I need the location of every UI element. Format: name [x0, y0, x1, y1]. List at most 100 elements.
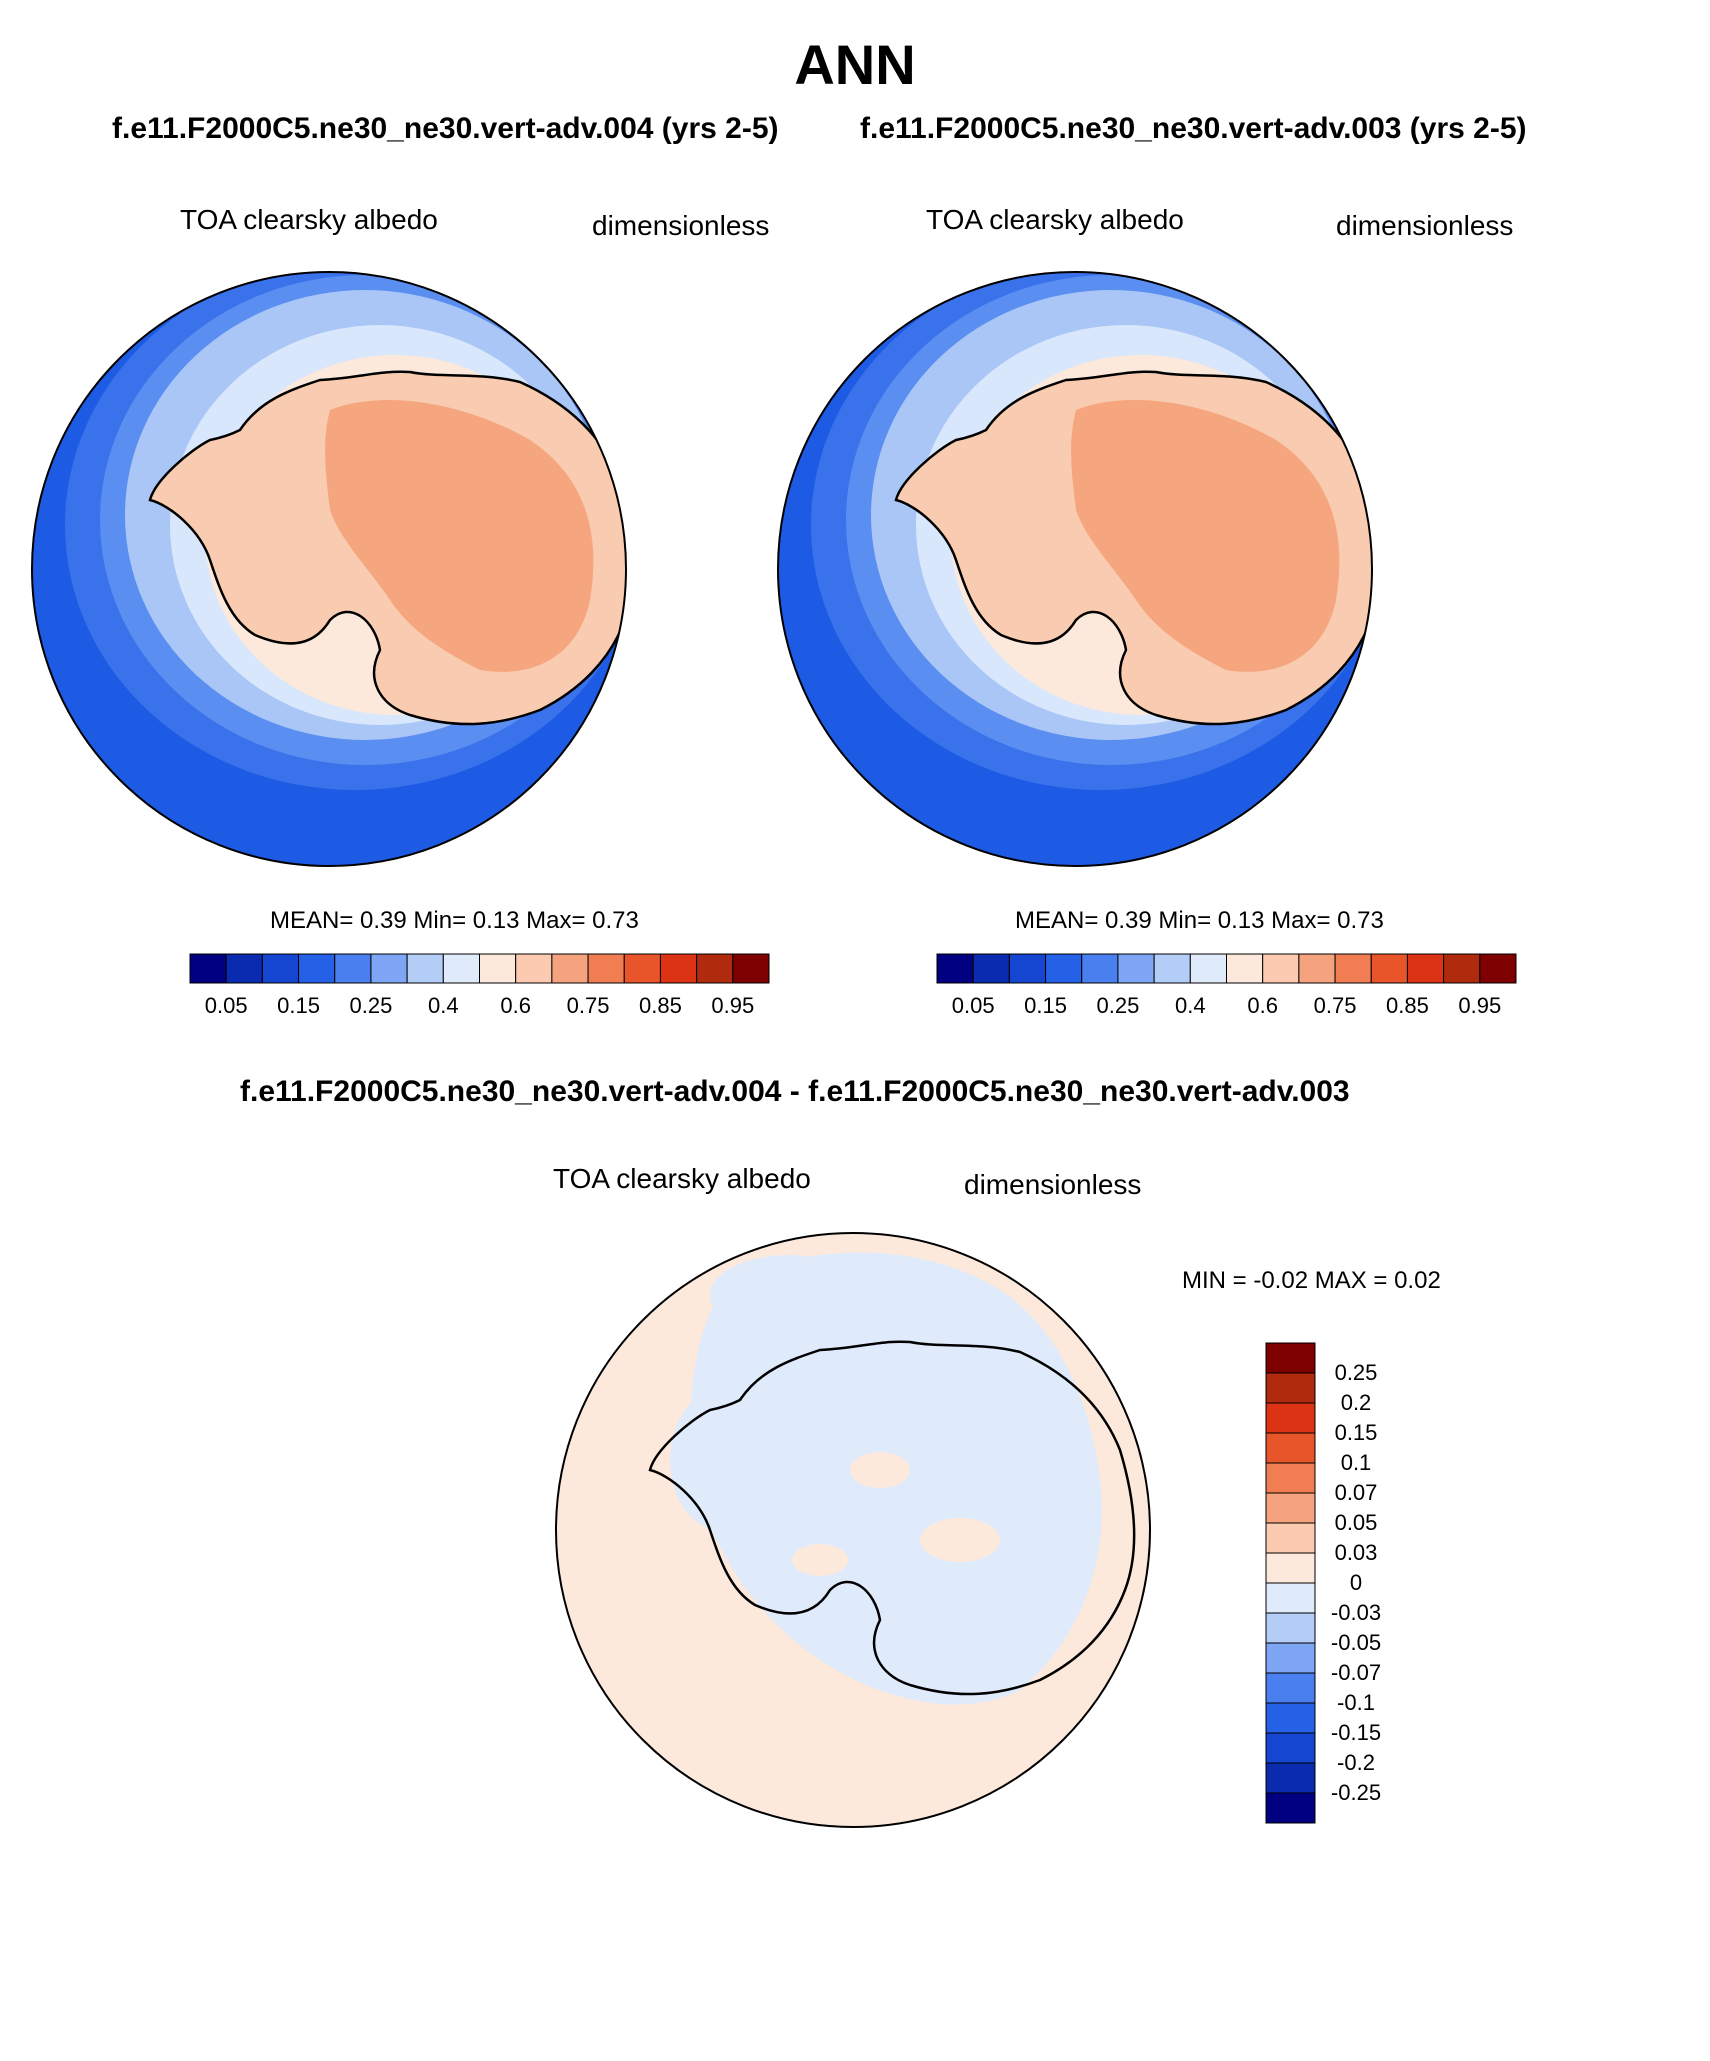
right-colorbar-cell: [936, 953, 974, 984]
right-colorbar-cell: [1262, 953, 1300, 984]
diff-stats: MIN = -0.02 MAX = 0.02: [1182, 1267, 1441, 1294]
right-colorbar-cell: [1406, 953, 1445, 984]
right-colorbar: 0.05 0.15 0.25 0.4 0.6 0.75 0.85 0.95: [936, 953, 1517, 1018]
diff-colorbar-tick-label: 0: [1350, 1570, 1362, 1595]
left-colorbar-tick-label: 0.6: [500, 993, 531, 1018]
diff-colorbar-cell: [1265, 1702, 1316, 1734]
left-colorbar-cell: [732, 953, 770, 984]
left-colorbar-tick-label: 0.95: [711, 993, 754, 1018]
left-map: [32, 272, 626, 866]
left-units-label: dimensionless: [592, 210, 770, 241]
case-ctrl-title: f.e11.F2000C5.ne30_ne30.vert-adv.003 (yr…: [860, 112, 1527, 145]
diff-colorbar-tick-label: -0.1: [1337, 1690, 1375, 1715]
right-colorbar-tick-label: 0.25: [1097, 993, 1140, 1018]
right-colorbar-tick-label: 0.15: [1024, 993, 1067, 1018]
left-colorbar-tick-label: 0.25: [350, 993, 393, 1018]
left-stats: MEAN= 0.39 Min= 0.13 Max= 0.73: [270, 907, 639, 934]
right-colorbar-tick-label: 0.95: [1458, 993, 1501, 1018]
diff-colorbar-tick-label: 0.25: [1335, 1360, 1378, 1385]
right-colorbar-tick-label: 0.75: [1314, 993, 1357, 1018]
diff-colorbar-tick-label: -0.15: [1331, 1720, 1381, 1745]
diff-colorbar-tick-label: -0.05: [1331, 1630, 1381, 1655]
right-colorbar-cell: [1117, 953, 1155, 984]
right-units-label: dimensionless: [1336, 210, 1514, 241]
left-colorbar-tick-label: 0.15: [277, 993, 320, 1018]
right-colorbar-cell: [1443, 953, 1481, 984]
right-colorbar-cell: [1370, 953, 1408, 984]
right-variable-label: TOA clearsky albedo: [926, 204, 1184, 235]
case-test-title: f.e11.F2000C5.ne30_ne30.vert-adv.004 (yr…: [112, 112, 779, 145]
diff-colorbar-cell: [1265, 1552, 1316, 1584]
right-colorbar-tick-label: 0.85: [1386, 993, 1429, 1018]
right-colorbar-cell: [1153, 953, 1191, 984]
left-colorbar-cell: [515, 953, 553, 984]
diff-title: f.e11.F2000C5.ne30_ne30.vert-adv.004 - f…: [240, 1075, 1350, 1108]
right-stats: MEAN= 0.39 Min= 0.13 Max= 0.73: [1015, 907, 1384, 934]
right-map: [778, 272, 1372, 866]
right-colorbar-cell: [1226, 953, 1264, 984]
diff-colorbar-cell: [1265, 1432, 1316, 1464]
diff-colorbar-cell: [1265, 1792, 1316, 1824]
diff-colorbar-tick-label: 0.07: [1335, 1480, 1378, 1505]
right-colorbar-cell: [1479, 953, 1517, 984]
left-colorbar-cell: [551, 953, 589, 984]
left-colorbar-cell: [696, 953, 734, 984]
diff-colorbar: 0.25 0.2 0.15 0.1 0.07 0.05 0.03 0 -0.03 -0.05 -0.…: [1265, 1342, 1381, 1824]
diff-colorbar-tick-label: 0.03: [1335, 1540, 1378, 1565]
left-colorbar-tick-label: 0.75: [567, 993, 610, 1018]
right-colorbar-cell: [1081, 953, 1119, 984]
right-map-border: [777, 271, 1373, 867]
diff-colorbar-cell: [1265, 1342, 1316, 1374]
figure-title: ANN: [794, 33, 916, 96]
right-colorbar-cell: [972, 953, 1010, 984]
diff-colorbar-tick-label: 0.2: [1341, 1390, 1372, 1415]
left-colorbar-cell: [298, 953, 336, 984]
diff-colorbar-tick-label: -0.25: [1331, 1780, 1381, 1805]
right-colorbar-cell: [1298, 953, 1336, 984]
left-colorbar-cell: [623, 953, 661, 984]
left-colorbar-cell: [189, 953, 227, 984]
diff-colorbar-tick-label: -0.07: [1331, 1660, 1381, 1685]
left-colorbar-cell: [261, 953, 300, 984]
diff-colorbar-cell: [1265, 1522, 1316, 1554]
diff-colorbar-cell: [1265, 1372, 1316, 1404]
diff-colorbar-cell: [1265, 1642, 1316, 1674]
left-colorbar-cell: [587, 953, 625, 984]
diff-colorbar-cell: [1265, 1732, 1316, 1764]
right-colorbar-tick-label: 0.4: [1175, 993, 1206, 1018]
left-colorbar-tick-label: 0.4: [428, 993, 459, 1018]
diff-colorbar-cell: [1265, 1582, 1316, 1614]
diff-colorbar-cell: [1265, 1612, 1316, 1644]
diff-colorbar-cell: [1265, 1672, 1316, 1704]
diff-colorbar-tick-label: -0.03: [1331, 1600, 1381, 1625]
right-colorbar-cell: [1008, 953, 1047, 984]
left-colorbar-cell: [334, 953, 372, 984]
right-colorbar-cell: [1334, 953, 1372, 984]
left-variable-label: TOA clearsky albedo: [180, 204, 438, 235]
diff-map: [556, 1233, 1150, 1827]
left-colorbar: 0.05 0.15 0.25 0.4 0.6 0.75 0.85 0.95: [189, 953, 770, 1018]
left-colorbar-cell: [479, 953, 517, 984]
left-colorbar-cell: [442, 953, 480, 984]
diff-colorbar-cell: [1265, 1492, 1316, 1524]
diff-colorbar-tick-label: -0.2: [1337, 1750, 1375, 1775]
left-map-border: [31, 271, 627, 867]
diff-colorbar-cell: [1265, 1762, 1316, 1794]
diff-colorbar-tick-label: 0.1: [1341, 1450, 1372, 1475]
right-colorbar-tick-label: 0.6: [1247, 993, 1278, 1018]
left-colorbar-cell: [659, 953, 698, 984]
diff-map-border: [555, 1232, 1151, 1828]
right-colorbar-tick-label: 0.05: [952, 993, 995, 1018]
right-colorbar-cell: [1045, 953, 1083, 984]
right-colorbar-cell: [1189, 953, 1227, 984]
diff-units-label: dimensionless: [964, 1169, 1142, 1200]
diff-colorbar-cell: [1265, 1462, 1316, 1494]
left-colorbar-cell: [406, 953, 444, 984]
left-colorbar-cell: [370, 953, 408, 984]
diff-colorbar-tick-label: 0.15: [1335, 1420, 1378, 1445]
diff-colorbar-cell: [1265, 1402, 1316, 1434]
left-colorbar-cell: [225, 953, 263, 984]
left-colorbar-tick-label: 0.85: [639, 993, 682, 1018]
left-colorbar-tick-label: 0.05: [205, 993, 248, 1018]
